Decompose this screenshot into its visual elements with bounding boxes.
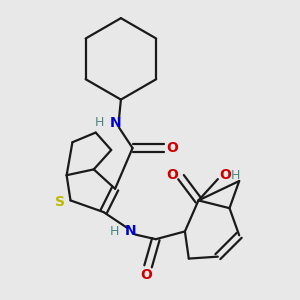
Text: H: H xyxy=(95,116,104,129)
Text: O: O xyxy=(166,141,178,155)
Text: O: O xyxy=(140,268,152,282)
Text: H: H xyxy=(231,169,240,182)
Text: N: N xyxy=(125,224,136,239)
Text: O: O xyxy=(219,168,231,182)
Text: H: H xyxy=(110,225,119,238)
Text: N: N xyxy=(109,116,121,130)
Text: O: O xyxy=(167,168,178,182)
Text: S: S xyxy=(55,195,64,209)
